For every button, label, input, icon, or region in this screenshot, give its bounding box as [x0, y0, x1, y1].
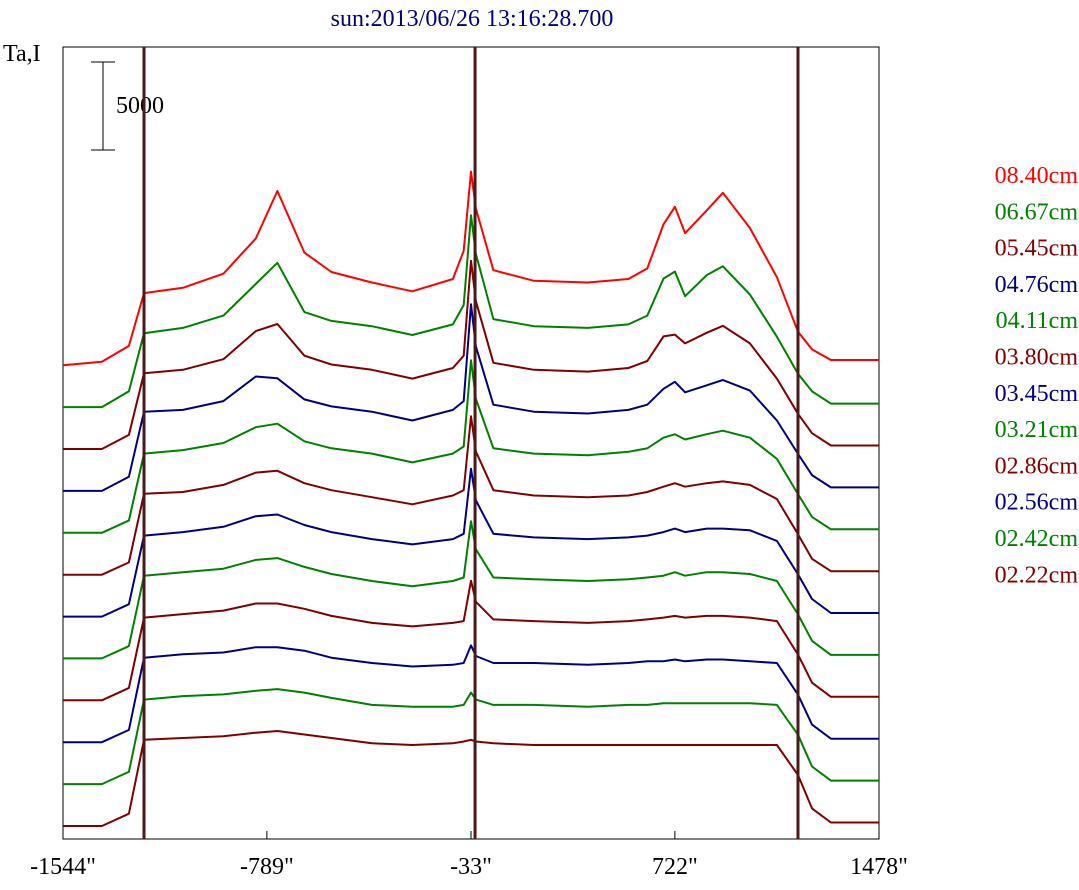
- chart-title: sun:2013/06/26 13:16:28.700: [331, 6, 614, 32]
- x-tick-label: 722": [652, 854, 698, 880]
- series-group: [62, 170, 879, 827]
- legend-entry: 03.45cm: [995, 381, 1079, 407]
- series-line-03-45cm: [63, 467, 879, 618]
- legend-entry: 02.86cm: [995, 453, 1079, 479]
- vertical-markers: [142, 47, 800, 839]
- legend-entry: 06.67cm: [995, 199, 1079, 225]
- legend-entry: 04.11cm: [996, 308, 1079, 334]
- series-line-04-11cm: [63, 359, 879, 534]
- y-axis-label: Ta,I: [3, 41, 41, 67]
- series-line-02-56cm: [63, 644, 879, 744]
- series-line-03-80cm: [63, 415, 879, 576]
- x-tick-label: 1478": [850, 854, 908, 880]
- scale-bar-label: 5000: [116, 93, 164, 119]
- series-line-05-45cm: [63, 259, 879, 450]
- legend-entry: 04.76cm: [995, 272, 1079, 298]
- legend-entry: 02.56cm: [995, 490, 1079, 516]
- legend-entry: 03.80cm: [995, 345, 1079, 371]
- x-axis-ticks: -1544" -789" -33" 722" 1478": [30, 831, 908, 880]
- series-line-02-86cm: [63, 579, 879, 702]
- series-line-02-22cm: [63, 730, 879, 827]
- x-tick-label: -789": [240, 854, 294, 880]
- legend-entry: 02.42cm: [995, 526, 1079, 552]
- series-line-02-42cm: [63, 688, 879, 786]
- x-tick-label: -33": [450, 854, 492, 880]
- legend-entry: 03.21cm: [995, 417, 1079, 443]
- x-tick-label: -1544": [30, 854, 96, 880]
- legend-entry: 08.40cm: [995, 163, 1079, 189]
- scale-bar: 5000: [91, 61, 164, 151]
- legend-entry: 05.45cm: [995, 236, 1079, 262]
- series-line-08-40cm: [62, 170, 879, 367]
- legend-entry: 02.22cm: [995, 562, 1079, 588]
- legend: 08.40cm 06.67cm 05.45cm 04.76cm 04.11cm 03.80…: [995, 163, 1079, 588]
- series-line-04-76cm: [63, 303, 879, 492]
- series-line-06-67cm: [63, 214, 879, 409]
- series-line-03-21cm: [63, 520, 879, 660]
